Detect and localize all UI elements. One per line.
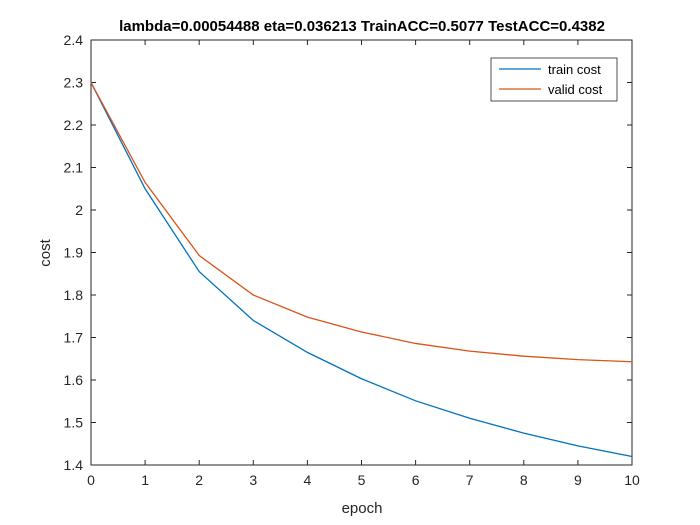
plot-area	[90, 39, 633, 466]
x-tick-label: 5	[358, 472, 366, 488]
legend: train cost valid cost	[490, 57, 618, 102]
legend-label-train-cost: train cost	[548, 62, 601, 77]
y-tick-label: 1.4	[64, 457, 84, 473]
legend-label-valid-cost: valid cost	[548, 82, 603, 97]
x-tick-label: 1	[141, 472, 149, 488]
y-tick-label: 2.1	[64, 160, 84, 176]
y-tick-label: 1.5	[64, 415, 84, 431]
y-tick-label: 2.4	[64, 32, 84, 48]
x-tick-label: 0	[87, 472, 95, 488]
x-tick-label: 4	[304, 472, 312, 488]
y-tick-label: 1.9	[64, 245, 84, 261]
x-tick-label: 6	[412, 472, 420, 488]
y-tick-label: 2.3	[64, 75, 84, 91]
chart-title: lambda=0.00054488 eta=0.036213 TrainACC=…	[119, 18, 605, 35]
y-tick-label: 2	[75, 202, 83, 218]
x-tick-label: 9	[574, 472, 582, 488]
y-axis-label: cost	[37, 238, 54, 266]
x-tick-label: 3	[249, 472, 257, 488]
x-tick-label: 8	[520, 472, 528, 488]
y-tick-label: 1.7	[64, 330, 84, 346]
x-tick-label: 7	[466, 472, 474, 488]
x-tick-label: 2	[195, 472, 203, 488]
y-tick-label: 1.6	[64, 372, 84, 388]
x-axis-label: epoch	[342, 500, 383, 517]
legend-box	[490, 57, 618, 102]
series-line-valid-cost	[90, 82, 633, 363]
y-tick-label: 1.8	[64, 287, 84, 303]
x-tick-label: 10	[624, 472, 640, 488]
y-tick-label: 2.2	[64, 117, 84, 133]
series-line-train-cost	[90, 82, 633, 458]
